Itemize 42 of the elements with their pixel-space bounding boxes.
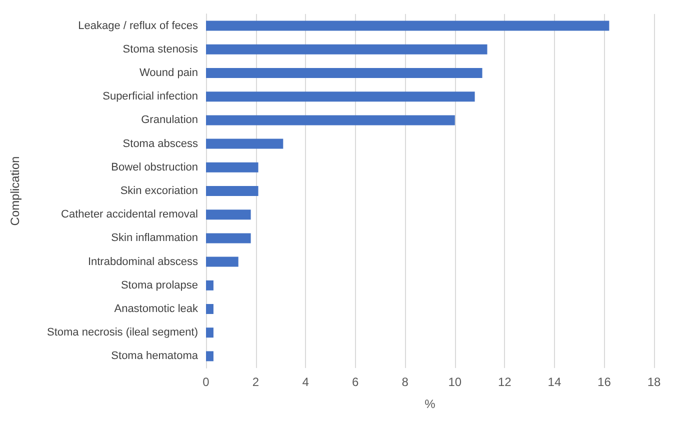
x-tick-label: 18 (647, 375, 661, 389)
y-tick-label: Skin inflammation (111, 232, 198, 244)
x-tick-label: 4 (302, 375, 310, 389)
y-tick-label: Stoma abscess (122, 138, 198, 150)
y-tick-label: Wound pain (139, 67, 198, 79)
bar (206, 162, 258, 172)
bar (206, 210, 251, 220)
bar (206, 351, 214, 362)
y-tick-label: Granulation (141, 114, 198, 126)
x-tick-label: 10 (448, 375, 462, 389)
y-tick-label: Stoma prolapse (120, 279, 198, 292)
bar (206, 138, 284, 149)
x-axis-title: % (424, 397, 436, 411)
bar (206, 233, 251, 244)
x-tick-label: 8 (402, 375, 409, 389)
y-tick-label: Superficial infection (102, 90, 198, 103)
bar (206, 68, 482, 78)
y-tick-label: Stoma stenosis (122, 43, 198, 56)
y-tick-label: Stoma hematoma (111, 350, 199, 362)
bar (206, 304, 214, 314)
bar (206, 115, 455, 126)
x-tick-label: 2 (252, 375, 260, 389)
bar (206, 186, 258, 196)
bar (206, 44, 488, 54)
y-axis-title: Complication (8, 156, 22, 226)
bar (206, 92, 475, 102)
x-tick-label: 16 (598, 375, 612, 389)
y-tick-label: Skin excoriation (120, 185, 198, 197)
x-tick-label: 14 (548, 375, 562, 389)
bar (206, 256, 238, 267)
y-tick-label: Bowel obstruction (111, 161, 198, 174)
y-tick-label: Leakage / reflux of feces (78, 20, 198, 32)
bar (206, 20, 610, 31)
y-tick-label: Stoma necrosis (ileal segment) (46, 326, 198, 339)
y-tick-label: Anastomotic leak (114, 303, 198, 315)
x-tick-label: 0 (202, 375, 210, 389)
bar (206, 328, 214, 338)
x-tick-label: 12 (498, 375, 512, 389)
bar (206, 280, 214, 290)
y-tick-label: Catheter accidental removal (61, 208, 198, 221)
x-tick-label: 6 (352, 375, 359, 389)
y-tick-label: Intrabdominal abscess (88, 256, 198, 268)
